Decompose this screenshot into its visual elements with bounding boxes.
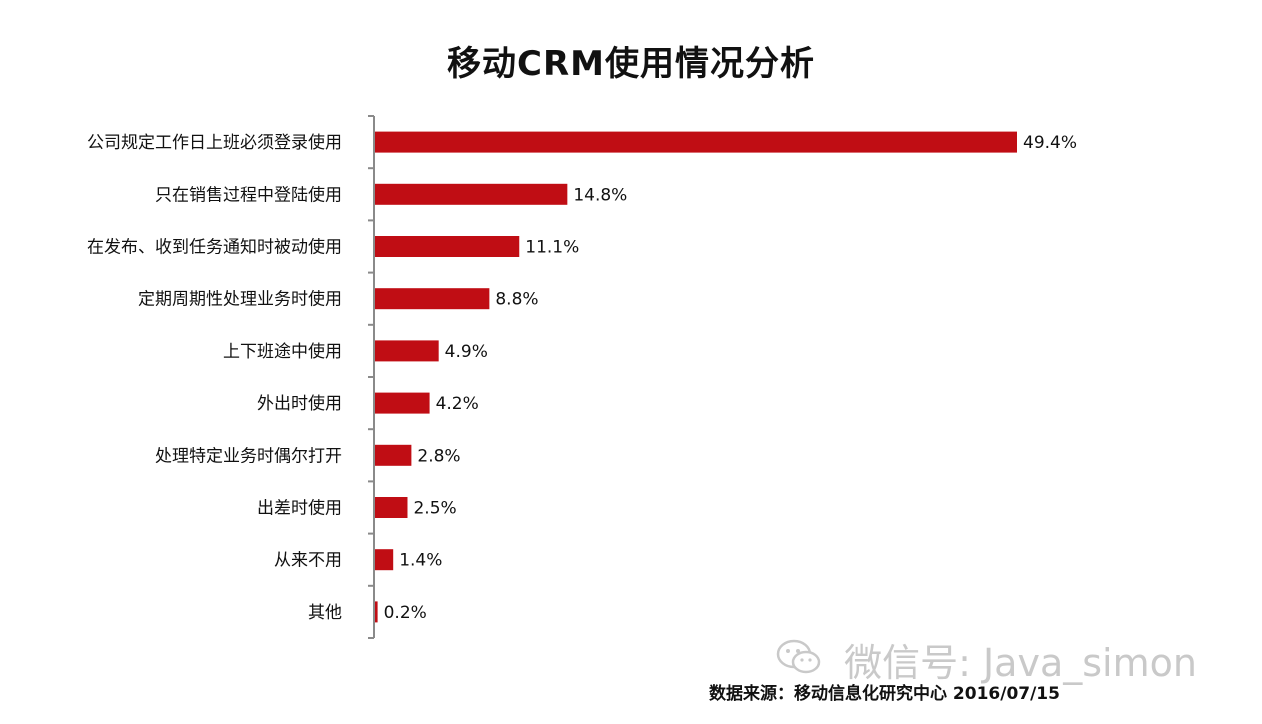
bar <box>375 497 408 518</box>
data-label: 2.5% <box>413 499 456 519</box>
bar <box>375 340 439 362</box>
category-label: 定期周期性处理业务时使用 <box>138 289 342 310</box>
watermark: 微信号: Java_simon <box>776 632 1197 687</box>
category-label: 只在销售过程中登陆使用 <box>155 184 342 205</box>
bar <box>375 288 490 310</box>
category-label: 在发布、收到任务通知时被动使用 <box>87 237 342 258</box>
data-label: 2.8% <box>417 446 460 466</box>
category-label: 出差时使用 <box>257 498 342 519</box>
data-label: 14.8% <box>573 185 627 205</box>
data-label: 1.4% <box>399 551 442 571</box>
bar <box>375 131 1017 153</box>
bar <box>375 236 520 257</box>
category-label: 处理特定业务时偶尔打开 <box>155 446 342 466</box>
bar <box>375 183 568 205</box>
category-label: 外出时使用 <box>257 393 342 414</box>
category-label: 从来不用 <box>274 551 342 571</box>
category-label: 公司规定工作日上班必须登录使用 <box>87 132 342 153</box>
bar <box>375 392 430 414</box>
bar <box>375 549 394 571</box>
bar <box>375 601 378 623</box>
data-label: 4.2% <box>436 394 479 414</box>
data-label: 0.2% <box>384 603 427 623</box>
chart-title: 移动CRM使用情况分析 <box>447 44 815 84</box>
watermark-text: 微信号: Java_simon <box>844 641 1197 685</box>
wechat-icon <box>776 639 834 685</box>
category-label: 其他 <box>308 603 342 623</box>
category-label: 上下班途中使用 <box>223 341 342 362</box>
data-label: 11.1% <box>525 238 579 258</box>
bar <box>375 444 412 466</box>
data-label: 49.4% <box>1023 133 1077 153</box>
source-note: 数据来源：移动信息化研究中心 2016/07/15 <box>709 684 1060 704</box>
data-label: 4.9% <box>445 342 488 362</box>
data-label: 8.8% <box>495 290 538 310</box>
